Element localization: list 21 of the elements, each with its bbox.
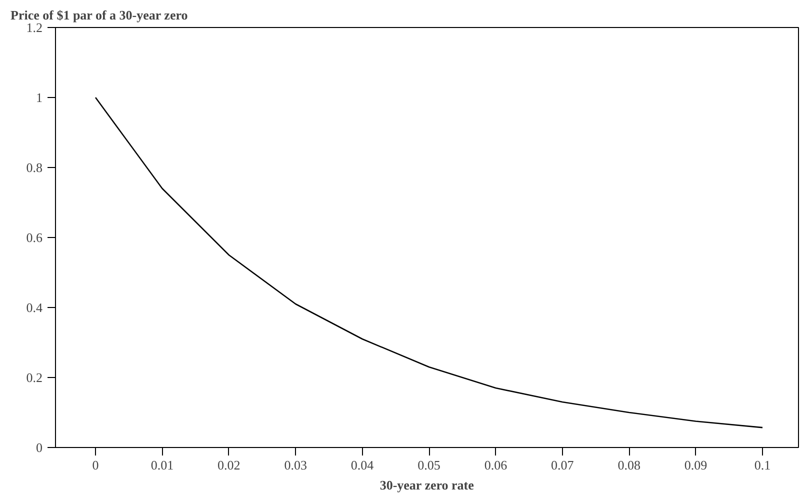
x-tick-label: 0.09: [684, 458, 708, 472]
y-tick-label: 0.4: [26, 300, 43, 315]
x-tick-label: 0.06: [484, 458, 508, 472]
y-tick-label: 0.8: [26, 160, 42, 175]
y-tick-label: 0: [36, 440, 42, 455]
x-tick-label: 0.1: [754, 458, 771, 472]
y-tick-label: 1.2: [26, 20, 42, 35]
y-tick-label: 0.6: [26, 230, 43, 245]
x-tick-label: 0.04: [350, 458, 374, 472]
x-axis-title: 30-year zero rate: [380, 478, 474, 492]
x-tick-label: 0.08: [618, 458, 640, 472]
chart-title: Price of $1 par of a 30-year zero: [10, 8, 188, 22]
y-tick-label: 1: [36, 90, 42, 105]
x-tick-label: 0.07: [551, 458, 574, 472]
x-tick-label: 0: [92, 458, 99, 472]
x-tick-label: 0.05: [418, 458, 440, 472]
line-series: [94, 96, 764, 428]
x-tick-label: 0.01: [150, 458, 174, 472]
y-tick-label: 0.2: [26, 370, 42, 385]
x-tick-label: 0.03: [284, 458, 307, 472]
x-tick-label: 0.02: [218, 458, 240, 472]
